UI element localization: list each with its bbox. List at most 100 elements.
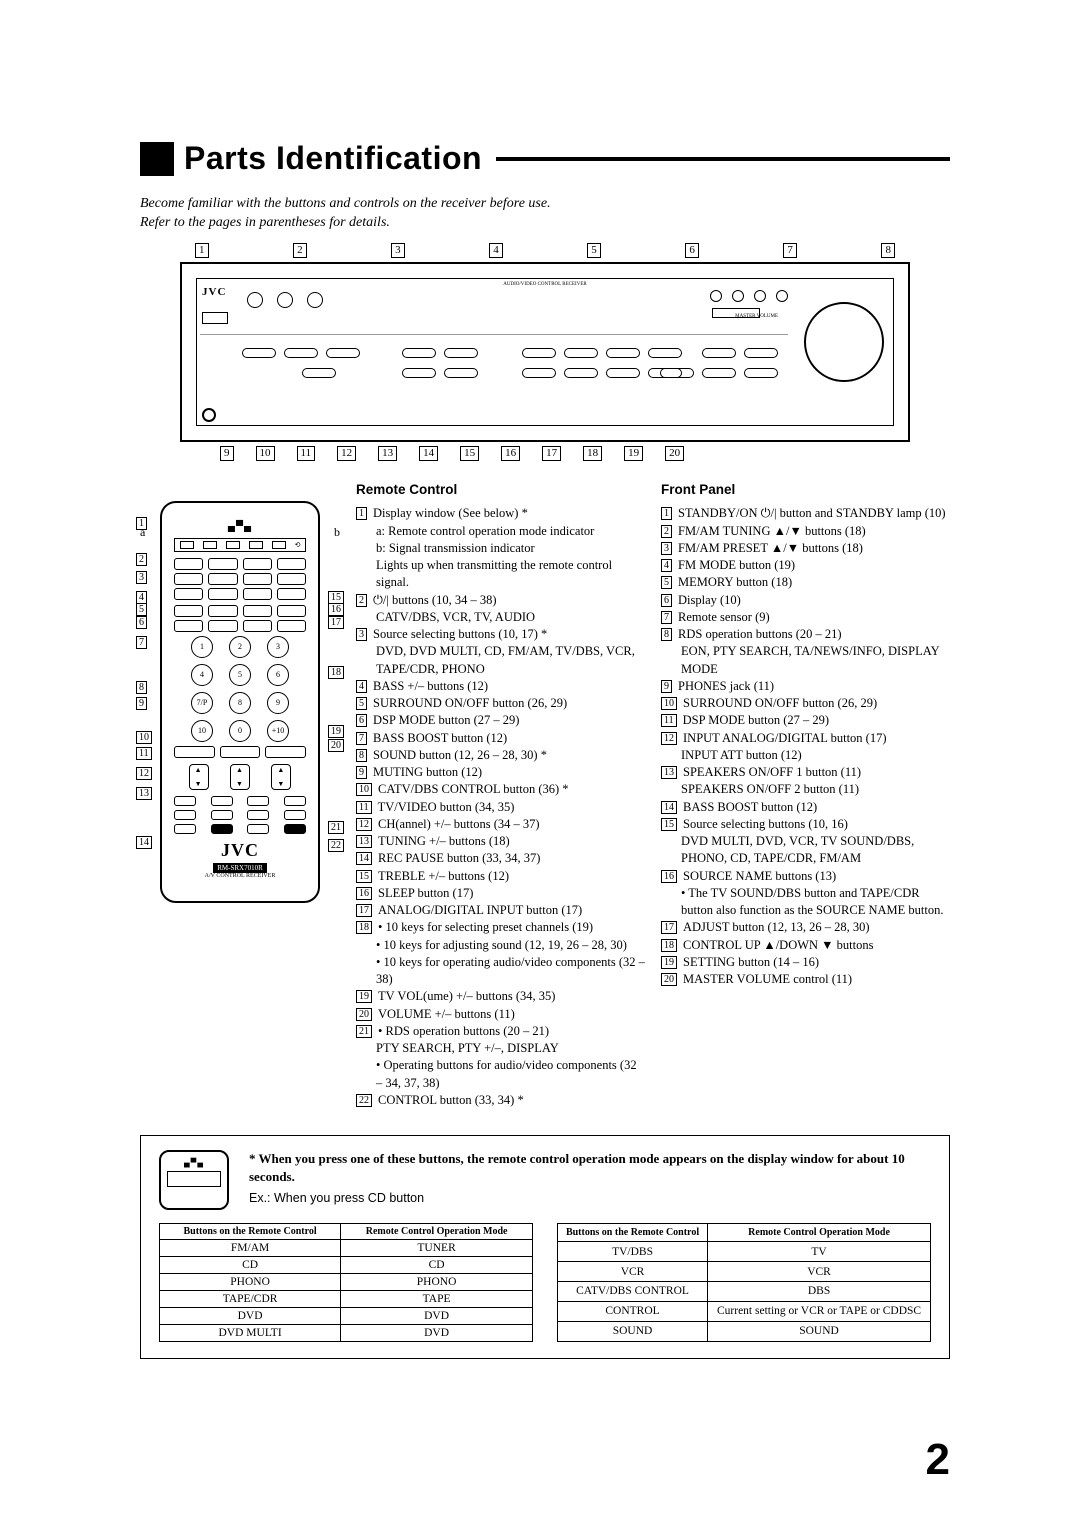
list-item: 11TV/VIDEO button (34, 35) xyxy=(356,799,645,816)
table-row: VCRVCR xyxy=(558,1262,931,1282)
callout: 18 xyxy=(583,446,602,461)
remote-callout: 1 xyxy=(136,517,147,529)
heading-text: Parts Identification xyxy=(184,140,482,177)
remote-callout: 15 xyxy=(328,591,344,603)
numpad-key: 5 xyxy=(229,664,251,686)
remote-callout: 17 xyxy=(328,616,344,628)
panel-outline: JVC AUDIO/VIDEO CONTROL RECEIVER MASTER … xyxy=(180,262,910,442)
table-row: CDCD xyxy=(160,1256,533,1273)
list-item: 6DSP MODE button (27 – 29) xyxy=(356,712,645,729)
heading-rule xyxy=(496,157,950,161)
intro-line1: Become familiar with the buttons and con… xyxy=(140,195,950,214)
list-item: 12INPUT ANALOG/DIGITAL button (17) xyxy=(661,730,950,747)
mode-table-2: Buttons on the Remote ControlRemote Cont… xyxy=(557,1223,931,1342)
list-item: 16SOURCE NAME buttons (13) xyxy=(661,868,950,885)
section-heading: Parts Identification xyxy=(140,140,950,177)
numpad-key: 1 xyxy=(191,636,213,658)
list-item: 7Remote sensor (9) xyxy=(661,609,950,626)
numpad-key: 2 xyxy=(229,636,251,658)
table-row: FM/AMTUNER xyxy=(160,1239,533,1256)
numpad-key: 0 xyxy=(229,720,251,742)
table-row: TV/DBSTV xyxy=(558,1242,931,1262)
list-item: 9PHONES jack (11) xyxy=(661,678,950,695)
remote-callout: 11 xyxy=(136,747,152,759)
bottom-callouts: 91011121314151617181920 xyxy=(140,442,950,465)
remote-callout: 5 xyxy=(136,603,147,615)
remote-diagram: a b 1234567891011121314 1516171819202122… xyxy=(140,481,340,1109)
master-volume-knob xyxy=(804,302,884,382)
list-subline: PTY SEARCH, PTY +/–, DISPLAY xyxy=(356,1040,645,1057)
list-item: 21• RDS operation buttons (20 – 21) xyxy=(356,1023,645,1040)
list-item: 8RDS operation buttons (20 – 21) xyxy=(661,626,950,643)
remote-body: ▄▀▄ ⟲ 1234567/P89100+10 JVC RM-SRX7010R … xyxy=(160,501,320,903)
remote-callout: 16 xyxy=(328,603,344,615)
phones-jack xyxy=(202,408,216,422)
remote-callout: 9 xyxy=(136,697,147,709)
callout: 7 xyxy=(783,243,797,258)
list-item: 3FM/AM PRESET ▲/▼ buttons (18) xyxy=(661,540,950,557)
remote-subtitle: A/V CONTROL RECEIVER xyxy=(174,873,306,879)
callout: 5 xyxy=(587,243,601,258)
numpad-key: 3 xyxy=(267,636,289,658)
list-item: 19SETTING button (14 – 16) xyxy=(661,954,950,971)
list-item: 12CH(annel) +/– buttons (34 – 37) xyxy=(356,816,645,833)
callout: 19 xyxy=(624,446,643,461)
callout: 14 xyxy=(419,446,438,461)
list-item: 13TUNING +/– buttons (18) xyxy=(356,833,645,850)
remote-callout: 14 xyxy=(136,836,152,848)
callout: 2 xyxy=(293,243,307,258)
list-item: 6Display (10) xyxy=(661,592,950,609)
list-subline: SPEAKERS ON/OFF 2 button (11) xyxy=(661,781,950,798)
list-subline: a: Remote control operation mode indicat… xyxy=(356,523,645,540)
remote-callout: 21 xyxy=(328,821,344,833)
note-example: Ex.: When you press CD button xyxy=(249,1191,931,1205)
list-subline: CATV/DBS, VCR, TV, AUDIO xyxy=(356,609,645,626)
remote-callout: 18 xyxy=(328,666,344,678)
label-b: b xyxy=(334,525,340,540)
remote-callout: 19 xyxy=(328,725,344,737)
table-row: CONTROLCurrent setting or VCR or TAPE or… xyxy=(558,1301,931,1321)
list-item: 9MUTING button (12) xyxy=(356,764,645,781)
remote-model: RM-SRX7010R xyxy=(213,863,267,873)
front-title: Front Panel xyxy=(661,481,950,500)
list-item: 11DSP MODE button (27 – 29) xyxy=(661,712,950,729)
master-volume-label: MASTER VOLUME xyxy=(735,314,778,320)
callout: 8 xyxy=(881,243,895,258)
list-subline: b: Signal transmission indicator xyxy=(356,540,645,557)
callout: 11 xyxy=(297,446,316,461)
callout: 9 xyxy=(220,446,234,461)
list-item: 14REC PAUSE button (33, 34, 37) xyxy=(356,850,645,867)
list-subline: • 10 keys for adjusting sound (12, 19, 2… xyxy=(356,937,645,954)
callout: 17 xyxy=(542,446,561,461)
page-number: 2 xyxy=(926,1435,950,1485)
list-item: 22CONTROL button (33, 34) * xyxy=(356,1092,645,1109)
table-row: PHONOPHONO xyxy=(160,1273,533,1290)
remote-callout: 8 xyxy=(136,681,147,693)
list-item: 16SLEEP button (17) xyxy=(356,885,645,902)
table-row: CATV/DBS CONTROLDBS xyxy=(558,1281,931,1301)
callout: 12 xyxy=(337,446,356,461)
list-subline: INPUT ATT button (12) xyxy=(661,747,950,764)
remote-control-list: Remote Control 1Display window (See belo… xyxy=(356,481,645,1109)
list-item: 18• 10 keys for selecting preset channel… xyxy=(356,919,645,936)
remote-callout: 7 xyxy=(136,636,147,648)
callout: 6 xyxy=(685,243,699,258)
list-item: 15Source selecting buttons (10, 16) xyxy=(661,816,950,833)
list-subline: • 10 keys for operating audio/video comp… xyxy=(356,954,645,989)
callout: 16 xyxy=(501,446,520,461)
list-item: 4FM MODE button (19) xyxy=(661,557,950,574)
remote-callout: 6 xyxy=(136,616,147,628)
list-item: 10SURROUND ON/OFF button (26, 29) xyxy=(661,695,950,712)
numpad-key: +10 xyxy=(267,720,289,742)
note-box: ▄▀▄ * When you press one of these button… xyxy=(140,1135,950,1358)
list-item: 1Display window (See below) * xyxy=(356,505,645,522)
table-row: DVD MULTIDVD xyxy=(160,1324,533,1341)
list-item: 5SURROUND ON/OFF button (26, 29) xyxy=(356,695,645,712)
callout: 13 xyxy=(378,446,397,461)
list-item: 2FM/AM TUNING ▲/▼ buttons (18) xyxy=(661,523,950,540)
list-item: 15TREBLE +/– buttons (12) xyxy=(356,868,645,885)
callout: 4 xyxy=(489,243,503,258)
remote-callout: 13 xyxy=(136,787,152,799)
numpad-key: 7/P xyxy=(191,692,213,714)
list-item: 20MASTER VOLUME control (11) xyxy=(661,971,950,988)
